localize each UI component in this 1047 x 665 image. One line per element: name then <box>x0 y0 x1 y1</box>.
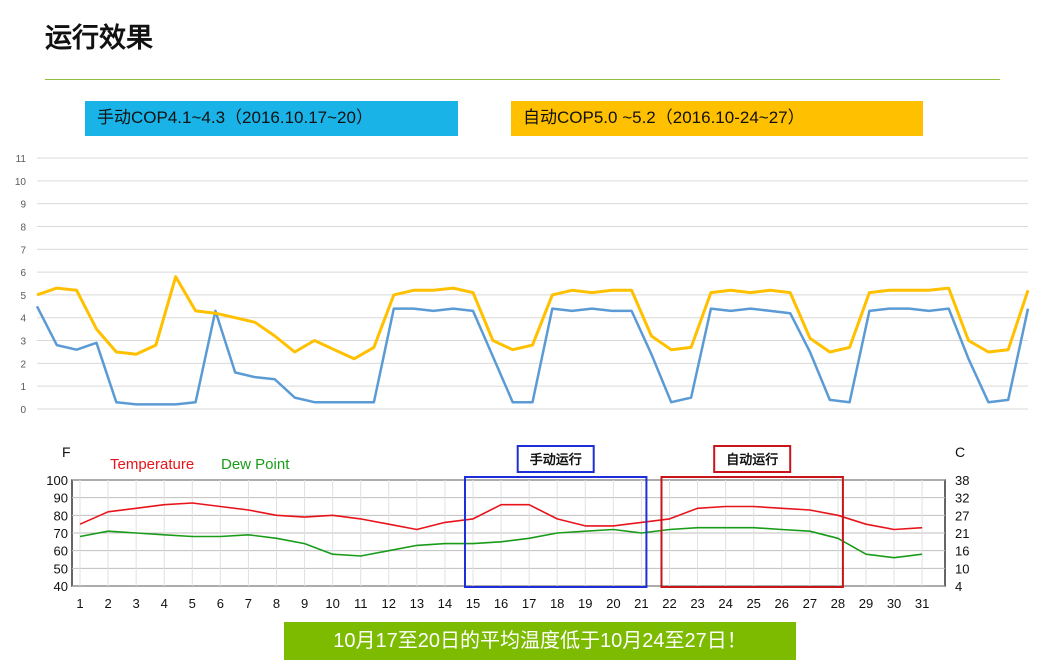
manual-period-box <box>463 476 648 588</box>
x-tick-label: 8 <box>273 596 280 611</box>
y-tick-label: 3 <box>20 337 26 348</box>
x-tick-label: 25 <box>746 596 760 611</box>
x-tick-label: 27 <box>803 596 817 611</box>
y-tick-label-right: 21 <box>955 526 969 541</box>
y-tick-label: 11 <box>16 154 27 165</box>
title-divider <box>45 79 1000 80</box>
x-tick-label: 24 <box>718 596 732 611</box>
x-tick-label: 13 <box>410 596 424 611</box>
y-tick-label: 1 <box>20 382 26 393</box>
x-tick-label: 30 <box>887 596 901 611</box>
y-tick-label-left: 100 <box>46 473 68 488</box>
x-tick-label: 5 <box>189 596 196 611</box>
y-tick-label-right: 32 <box>955 491 969 506</box>
x-tick-label: 31 <box>915 596 929 611</box>
x-tick-label: 7 <box>245 596 252 611</box>
x-tick-label: 6 <box>217 596 224 611</box>
cop-line-chart: 0 1 2 3 4 5 6 7 8 9 10 11 <box>15 154 1030 416</box>
x-tick-label: 11 <box>354 596 368 611</box>
x-tick-label: 9 <box>301 596 308 611</box>
x-tick-label: 15 <box>466 596 480 611</box>
auto-period-tag <box>713 445 792 473</box>
auto-series-line <box>36 275 1030 361</box>
y-tick-label: 9 <box>20 200 26 211</box>
x-tick-label: 16 <box>494 596 508 611</box>
manual-period-label: 手动运行 <box>530 452 582 468</box>
x-tick-label: 4 <box>161 596 168 611</box>
x-tick-label: 21 <box>634 596 648 611</box>
legend-temperature: Temperature <box>110 456 194 473</box>
x-tick-label: 19 <box>578 596 592 611</box>
y-tick-label-left: 40 <box>54 579 68 594</box>
x-tick-label: 1 <box>76 596 83 611</box>
y-tick-label: 4 <box>20 314 26 325</box>
footer-note: 10月17至20日的平均温度低于10月24至27日！ <box>284 622 796 660</box>
auto-period-label: 自动运行 <box>726 452 778 468</box>
x-tick-label: 17 <box>522 596 536 611</box>
x-tick-label: 14 <box>438 596 452 611</box>
x-tick-label: 2 <box>104 596 111 611</box>
y-tick-label-right: 38 <box>955 473 969 488</box>
x-tick-label: 18 <box>550 596 564 611</box>
y-tick-label: 6 <box>20 268 26 279</box>
x-tick-label: 26 <box>775 596 789 611</box>
y-tick-label-right: 16 <box>955 544 969 559</box>
y-tick-label: 7 <box>20 245 26 256</box>
y-tick-label: 10 <box>15 177 27 188</box>
y-tick-label-left: 50 <box>54 561 68 576</box>
x-tick-label: 12 <box>382 596 396 611</box>
y-tick-label: 5 <box>20 291 26 302</box>
y-tick-label-right: 10 <box>955 561 969 576</box>
y-tick-label-left: 60 <box>54 544 68 559</box>
x-tick-label: 29 <box>859 596 873 611</box>
y-tick-label: 2 <box>20 359 26 370</box>
x-tick-label: 3 <box>133 596 140 611</box>
manual-period-tag <box>516 445 595 473</box>
temperature-line <box>79 502 923 531</box>
x-tick-label: 20 <box>606 596 620 611</box>
y-tick-label-left: 80 <box>54 508 68 523</box>
y-tick-label-left: 90 <box>54 491 68 506</box>
dew-point-line <box>79 526 923 559</box>
left-axis-label: F <box>62 444 71 460</box>
auto-cop-label: 自动COP5.0 ~5.2（2016.10-24~27） <box>511 101 923 136</box>
page-title: 运行效果 <box>45 23 153 54</box>
right-axis-label: C <box>955 444 965 460</box>
x-tick-label: 23 <box>690 596 704 611</box>
y-tick-label: 0 <box>20 405 26 416</box>
y-tick-label-right: 27 <box>955 508 969 523</box>
x-tick-label: 28 <box>831 596 845 611</box>
legend-dew-point: Dew Point <box>221 456 290 473</box>
auto-period-box <box>660 476 844 588</box>
manual-cop-label: 手动COP4.1~4.3（2016.10.17~20） <box>85 101 458 136</box>
manual-series-line <box>35 305 1030 406</box>
y-tick-label: 8 <box>20 222 26 233</box>
x-tick-label: 22 <box>662 596 676 611</box>
x-tick-label: 10 <box>325 596 339 611</box>
y-tick-label-left: 70 <box>54 526 68 541</box>
y-tick-label-right: 4 <box>955 579 962 594</box>
